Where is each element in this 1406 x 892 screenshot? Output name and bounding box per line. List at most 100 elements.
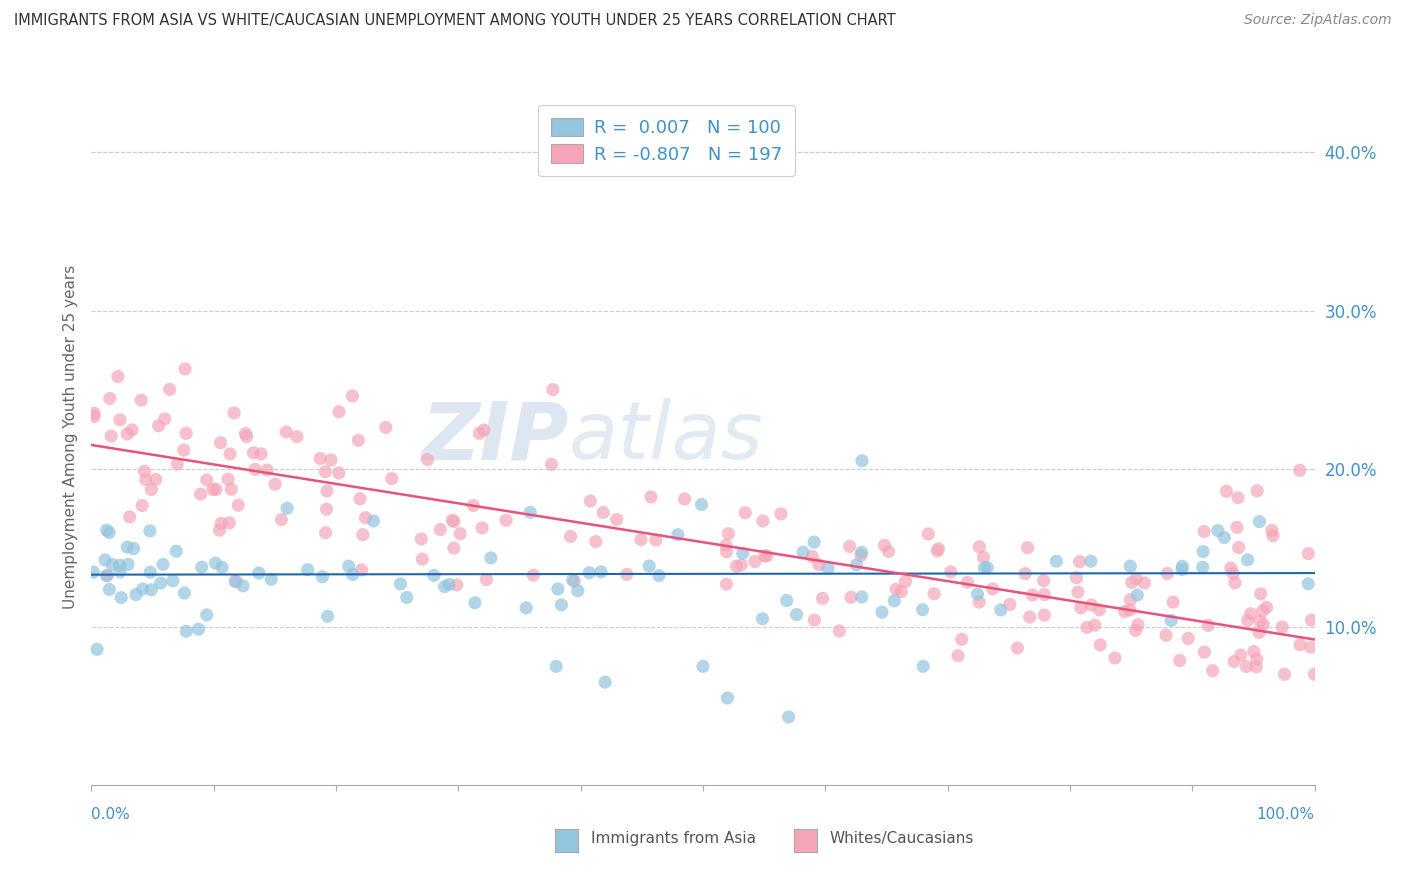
Point	[449, 526, 471, 541]
Point	[593, 675, 616, 690]
Point	[187, 622, 209, 636]
Point	[1017, 541, 1039, 555]
Point	[328, 466, 350, 480]
Point	[734, 506, 756, 520]
Point	[560, 529, 582, 543]
Point	[132, 582, 155, 596]
Point	[792, 545, 814, 559]
Point	[1222, 566, 1244, 581]
Point	[1066, 570, 1088, 584]
Point	[1067, 585, 1090, 599]
Text: 100.0%: 100.0%	[1257, 807, 1315, 822]
Point	[1249, 614, 1271, 628]
Point	[316, 483, 339, 498]
Point	[946, 648, 969, 663]
Point	[828, 624, 851, 638]
Point	[717, 526, 740, 541]
Point	[423, 568, 446, 582]
Point	[153, 412, 176, 426]
Point	[648, 568, 671, 582]
Point	[1045, 554, 1067, 568]
Point	[463, 499, 485, 513]
Point	[129, 393, 152, 408]
Point	[776, 593, 799, 607]
Point	[1250, 587, 1272, 601]
Point	[260, 572, 283, 586]
Point	[1299, 640, 1322, 654]
Point	[803, 613, 825, 627]
Point	[201, 483, 224, 497]
Point	[911, 603, 934, 617]
Point	[540, 458, 562, 472]
Point	[1191, 560, 1213, 574]
Point	[475, 573, 498, 587]
Point	[1084, 618, 1107, 632]
Point	[208, 523, 231, 537]
Point	[807, 558, 830, 572]
Point	[311, 570, 333, 584]
Point	[433, 580, 456, 594]
Point	[110, 591, 132, 605]
Point	[751, 612, 773, 626]
Text: Whites/Caucasians: Whites/Caucasians	[830, 831, 974, 846]
Point	[108, 413, 131, 427]
Point	[803, 535, 825, 549]
Point	[1223, 655, 1246, 669]
Point	[395, 591, 418, 605]
Point	[579, 494, 602, 508]
Point	[1032, 574, 1054, 588]
Point	[374, 420, 396, 434]
Point	[1288, 463, 1310, 477]
Point	[1227, 541, 1250, 555]
Point	[1215, 484, 1237, 499]
Point	[174, 426, 197, 441]
Point	[226, 498, 249, 512]
Point	[314, 465, 336, 479]
Point	[1007, 641, 1029, 656]
Point	[1226, 520, 1249, 534]
Point	[541, 383, 564, 397]
Point	[96, 568, 118, 582]
Point	[218, 516, 240, 530]
Point	[195, 607, 218, 622]
Point	[472, 423, 495, 437]
Point	[125, 588, 148, 602]
Point	[1303, 667, 1326, 681]
Point	[839, 591, 862, 605]
Point	[1240, 607, 1263, 621]
Point	[347, 434, 370, 448]
Point	[205, 483, 228, 497]
Point	[1289, 638, 1312, 652]
Point	[1160, 614, 1182, 628]
Point	[176, 624, 198, 639]
Point	[416, 452, 439, 467]
Point	[468, 426, 491, 441]
Point	[1090, 638, 1112, 652]
Point	[592, 506, 614, 520]
Point	[247, 566, 270, 580]
Point	[1119, 559, 1142, 574]
Point	[630, 533, 652, 547]
Point	[479, 551, 502, 566]
Point	[578, 566, 600, 580]
Point	[1168, 653, 1191, 667]
Point	[131, 499, 153, 513]
Point	[225, 574, 247, 589]
Point	[1236, 553, 1258, 567]
Point	[256, 463, 278, 477]
Point	[1125, 572, 1147, 586]
Point	[363, 514, 385, 528]
Point	[316, 609, 339, 624]
Point	[585, 534, 607, 549]
Point	[162, 574, 184, 588]
Point	[86, 642, 108, 657]
Point	[801, 549, 824, 564]
Point	[1261, 524, 1284, 538]
Point	[519, 505, 541, 519]
Point	[1271, 620, 1294, 634]
Point	[546, 659, 568, 673]
Point	[1104, 651, 1126, 665]
Point	[135, 473, 157, 487]
Point	[1154, 628, 1177, 642]
Point	[969, 540, 991, 554]
